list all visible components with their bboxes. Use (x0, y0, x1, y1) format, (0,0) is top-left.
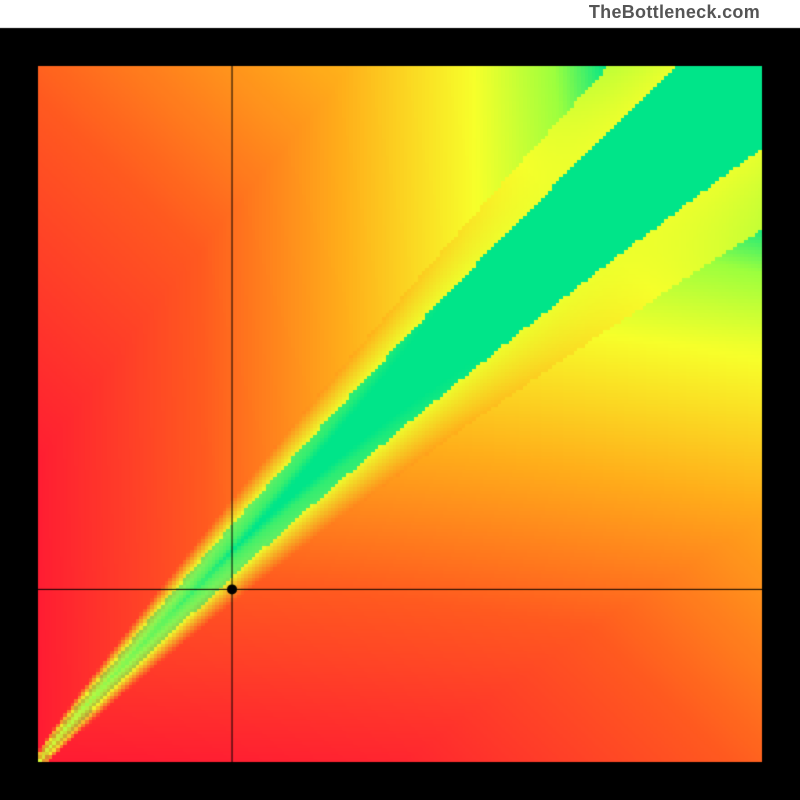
bottleneck-heatmap-chart: TheBottleneck.com (0, 0, 800, 800)
heatmap-canvas (0, 0, 800, 800)
attribution-label: TheBottleneck.com (589, 2, 760, 23)
